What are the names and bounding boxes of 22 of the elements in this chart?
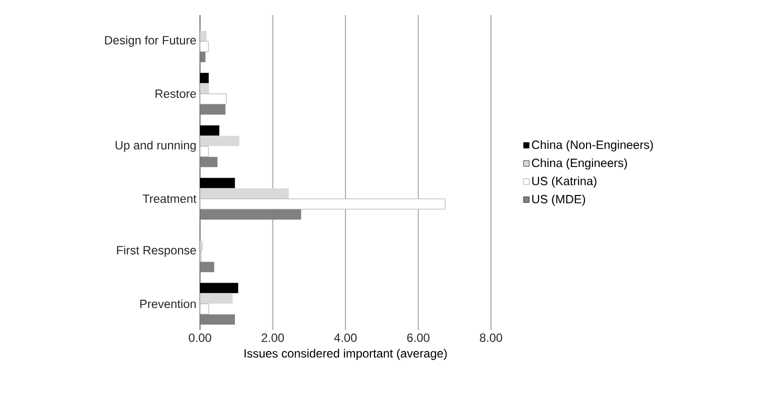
y-tick-label: Prevention [140, 299, 196, 308]
x-tick-label: 2.00 [262, 334, 284, 342]
bar [200, 293, 233, 304]
x-axis-title: Issues considered important (average) [244, 348, 447, 360]
legend-label: China (Non-Engineers) [532, 140, 653, 152]
bar [200, 136, 240, 146]
y-tick-label: Restore [156, 90, 196, 98]
legend-label: China (Engineers) [532, 158, 627, 170]
y-tick-label: Design for Future [105, 36, 196, 47]
x-tick-label: 6.00 [407, 334, 430, 342]
bar [200, 188, 289, 199]
x-tick-label: 0.00 [188, 334, 212, 342]
y-tick-label: Up and running [116, 140, 196, 152]
legend-label: US (Katrina) [532, 176, 596, 188]
bar [200, 83, 210, 94]
y-tick-label: First Response [117, 246, 196, 257]
legend-label: US (MDE) [532, 194, 586, 206]
bar [200, 240, 203, 252]
x-tick-label: 8.00 [480, 334, 502, 342]
x-tick-label: 4.00 [334, 334, 357, 342]
bar [200, 30, 207, 42]
y-tick-label: Treatment [142, 194, 196, 203]
